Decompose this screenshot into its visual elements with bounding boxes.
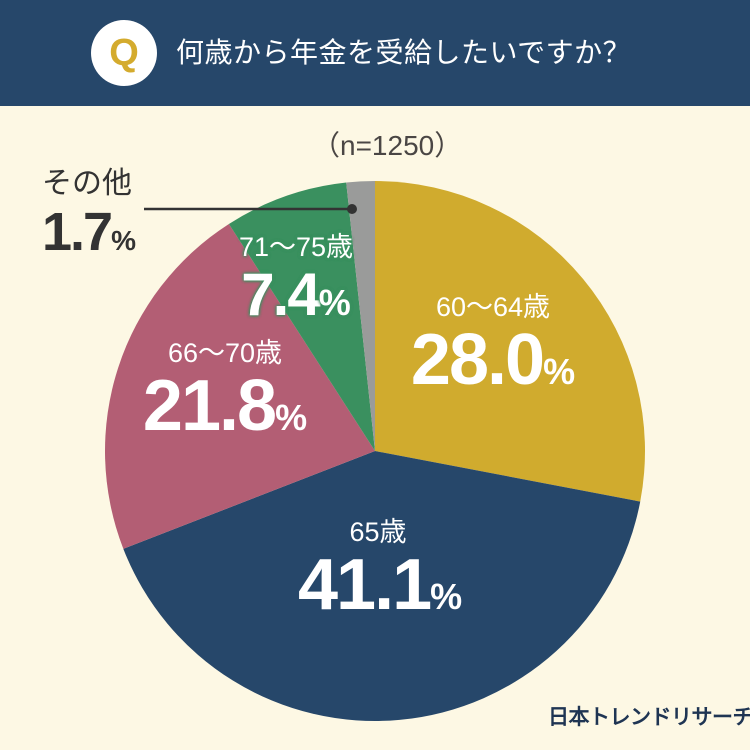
slice-value: 41.1% [298, 545, 463, 625]
slice-value: 28.0% [410, 320, 576, 400]
slice-category: 65歳 [349, 517, 407, 547]
question-badge: Q [91, 20, 157, 86]
pie-slice [375, 181, 645, 502]
slice-label-65: 65歳 41.1% [298, 517, 463, 635]
slice-value: 21.8% [142, 366, 308, 446]
brand-logo: 日本トレンドリサーチ [548, 705, 750, 729]
slice-label-71-75: 71〜75歳 7.4% [226, 232, 366, 336]
pie-slice [346, 181, 375, 451]
chart-title: 何歳から年金を受給したいですか？ [176, 36, 632, 69]
pie-slice [123, 451, 641, 721]
sample-size-label: （n=1250） [312, 130, 463, 161]
slice-label-60-64: 60〜64歳 28.0% [408, 292, 578, 410]
slice-category: 71〜75歳 [238, 232, 354, 262]
pie-slice [105, 223, 375, 549]
slice-category: その他 [42, 167, 132, 200]
pie-slice [228, 182, 375, 451]
slice-category: 60〜64歳 [435, 292, 551, 322]
slice-value: 7.4% [241, 261, 351, 328]
header-bar: Q 何歳から年金を受給したいですか？ [0, 0, 750, 106]
slice-label-other: その他 1.7% [42, 166, 136, 271]
slice-label-66-70: 66〜70歳 21.8% [140, 338, 310, 456]
other-leader-dot [347, 204, 357, 214]
slice-value: 1.7% [42, 202, 136, 262]
question-badge-letter: Q [109, 31, 139, 74]
slice-category: 66〜70歳 [167, 338, 283, 368]
